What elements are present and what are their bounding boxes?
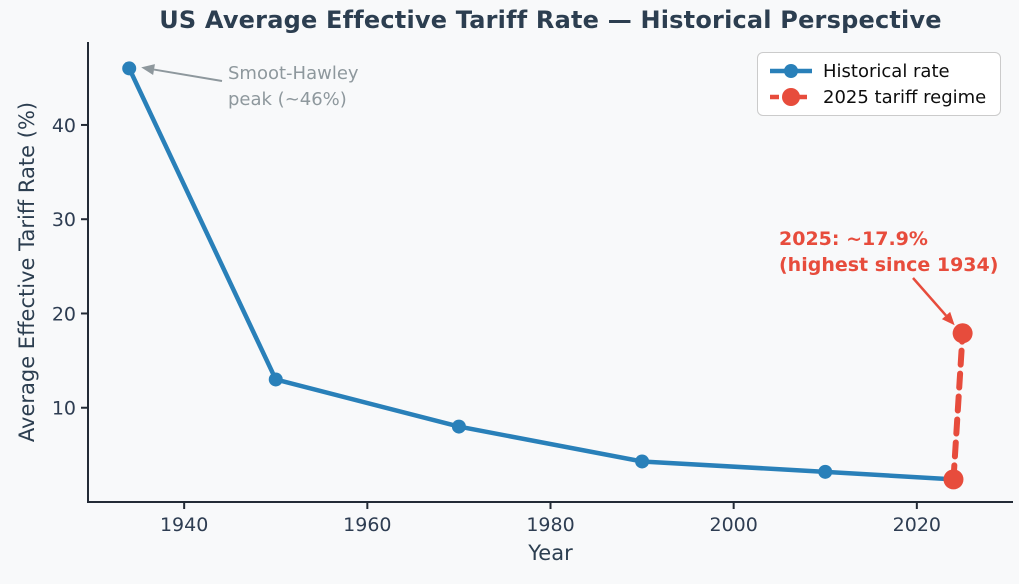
series-marker-historical-rate: [122, 61, 137, 76]
series-marker-2025-tariff-regime: [943, 469, 964, 490]
series-line-2025-tariff-regime: [950, 330, 966, 483]
y-tick-label: 30: [52, 209, 76, 231]
x-tick-label: 2000: [709, 514, 757, 536]
legend-label: Historical rate: [823, 60, 950, 82]
series-marker-historical-rate: [635, 454, 650, 469]
y-tick-label: 10: [52, 398, 76, 420]
axis-spines: [87, 42, 1013, 503]
tariff-2025-arrow: [912, 277, 947, 317]
series-marker-historical-rate: [451, 419, 466, 434]
smoot-hawley-arrow-head: [141, 64, 155, 75]
annotation-line: Smoot-Hawley: [228, 63, 359, 84]
x-tick-label: 1980: [526, 514, 574, 536]
y-axis-label: Average Effective Tariff Rate (%): [15, 101, 39, 443]
annotation-line: (highest since 1934): [779, 254, 999, 276]
tariff-2025-arrow-head: [941, 311, 955, 326]
annotation-smoot-hawley: Smoot-Hawley peak (~46%): [228, 61, 359, 113]
x-tick-label: 1960: [343, 514, 391, 536]
legend: Historical rate 2025 tariff regime: [757, 52, 1002, 116]
x-tick-label: 1940: [160, 514, 208, 536]
annotation-line: 2025: ~17.9%: [779, 228, 928, 250]
smoot-hawley-arrow: [153, 68, 223, 82]
legend-label: 2025 tariff regime: [823, 86, 987, 108]
x-axis-label: Year: [528, 541, 573, 565]
chart-title: US Average Effective Tariff Rate — Histo…: [159, 6, 942, 34]
series-marker-historical-rate: [818, 464, 833, 479]
series-marker-2025-tariff-regime: [952, 323, 973, 344]
legend-item-historical-rate: Historical rate: [768, 59, 986, 83]
annotation-line: peak (~46%): [228, 89, 347, 110]
legend-swatch-2025-tariff-regime: [770, 88, 812, 106]
y-tick-label: 20: [52, 303, 76, 325]
series-line-historical-rate: [126, 66, 956, 482]
y-tick-label: 40: [52, 115, 76, 137]
legend-swatch-historical-rate: [770, 64, 812, 78]
series-marker-historical-rate: [268, 372, 283, 387]
x-tick-label: 2020: [893, 514, 941, 536]
annotation-2025-tariff: 2025: ~17.9% (highest since 1934): [779, 226, 998, 278]
legend-item-2025-tariff-regime: 2025 tariff regime: [768, 85, 986, 109]
